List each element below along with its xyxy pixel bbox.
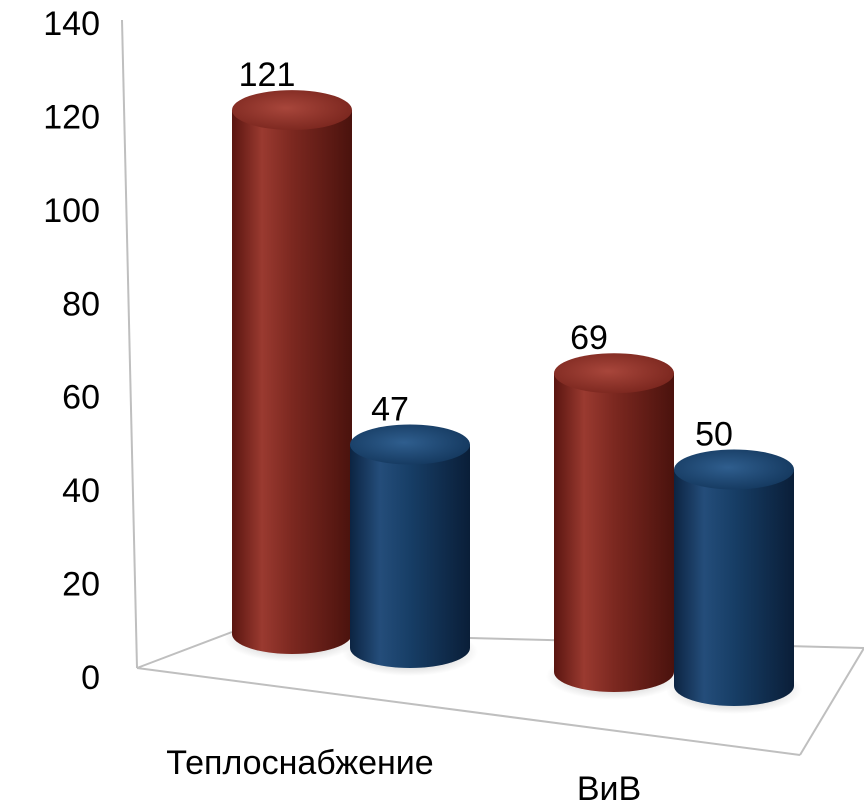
floor-right-edge [799,647,864,756]
y-tick-label: 60 [62,379,100,417]
bar-top [554,353,674,394]
data-labels-group: 121 47 69 50 [239,56,733,453]
y-tick-label: 120 [43,98,100,136]
bar [342,424,478,676]
category-labels-group: Теплоснабжение ВиВ [166,744,641,808]
y-tick-label: 0 [81,659,100,697]
data-label: 47 [371,390,409,428]
y-tick-label: 40 [62,472,100,510]
y-tick-label: 140 [43,5,100,43]
y-tick-label: 20 [62,566,100,604]
y-tick-label: 80 [62,285,100,323]
data-label: 50 [695,416,733,454]
category-label: Теплоснабжение [166,744,433,782]
floor-back-edge [136,631,233,669]
bars-group [224,90,802,714]
bar-body [554,373,674,692]
y-tick-label: 100 [43,192,100,230]
bar [224,90,360,662]
floor-front-edge [136,667,801,756]
bar-top [350,424,470,465]
category-label: ВиВ [577,770,641,808]
bar-top [674,449,794,490]
bar [666,449,802,714]
bar-body [674,469,794,706]
y-axis-line [121,19,138,669]
data-label: 121 [239,56,296,94]
bar [546,353,682,700]
data-label: 69 [570,319,608,357]
bar-body [350,444,470,668]
bar-body [232,110,352,654]
y-tick-labels: 0 20 40 60 80 100 120 140 [43,5,100,697]
bar-top [232,90,352,131]
